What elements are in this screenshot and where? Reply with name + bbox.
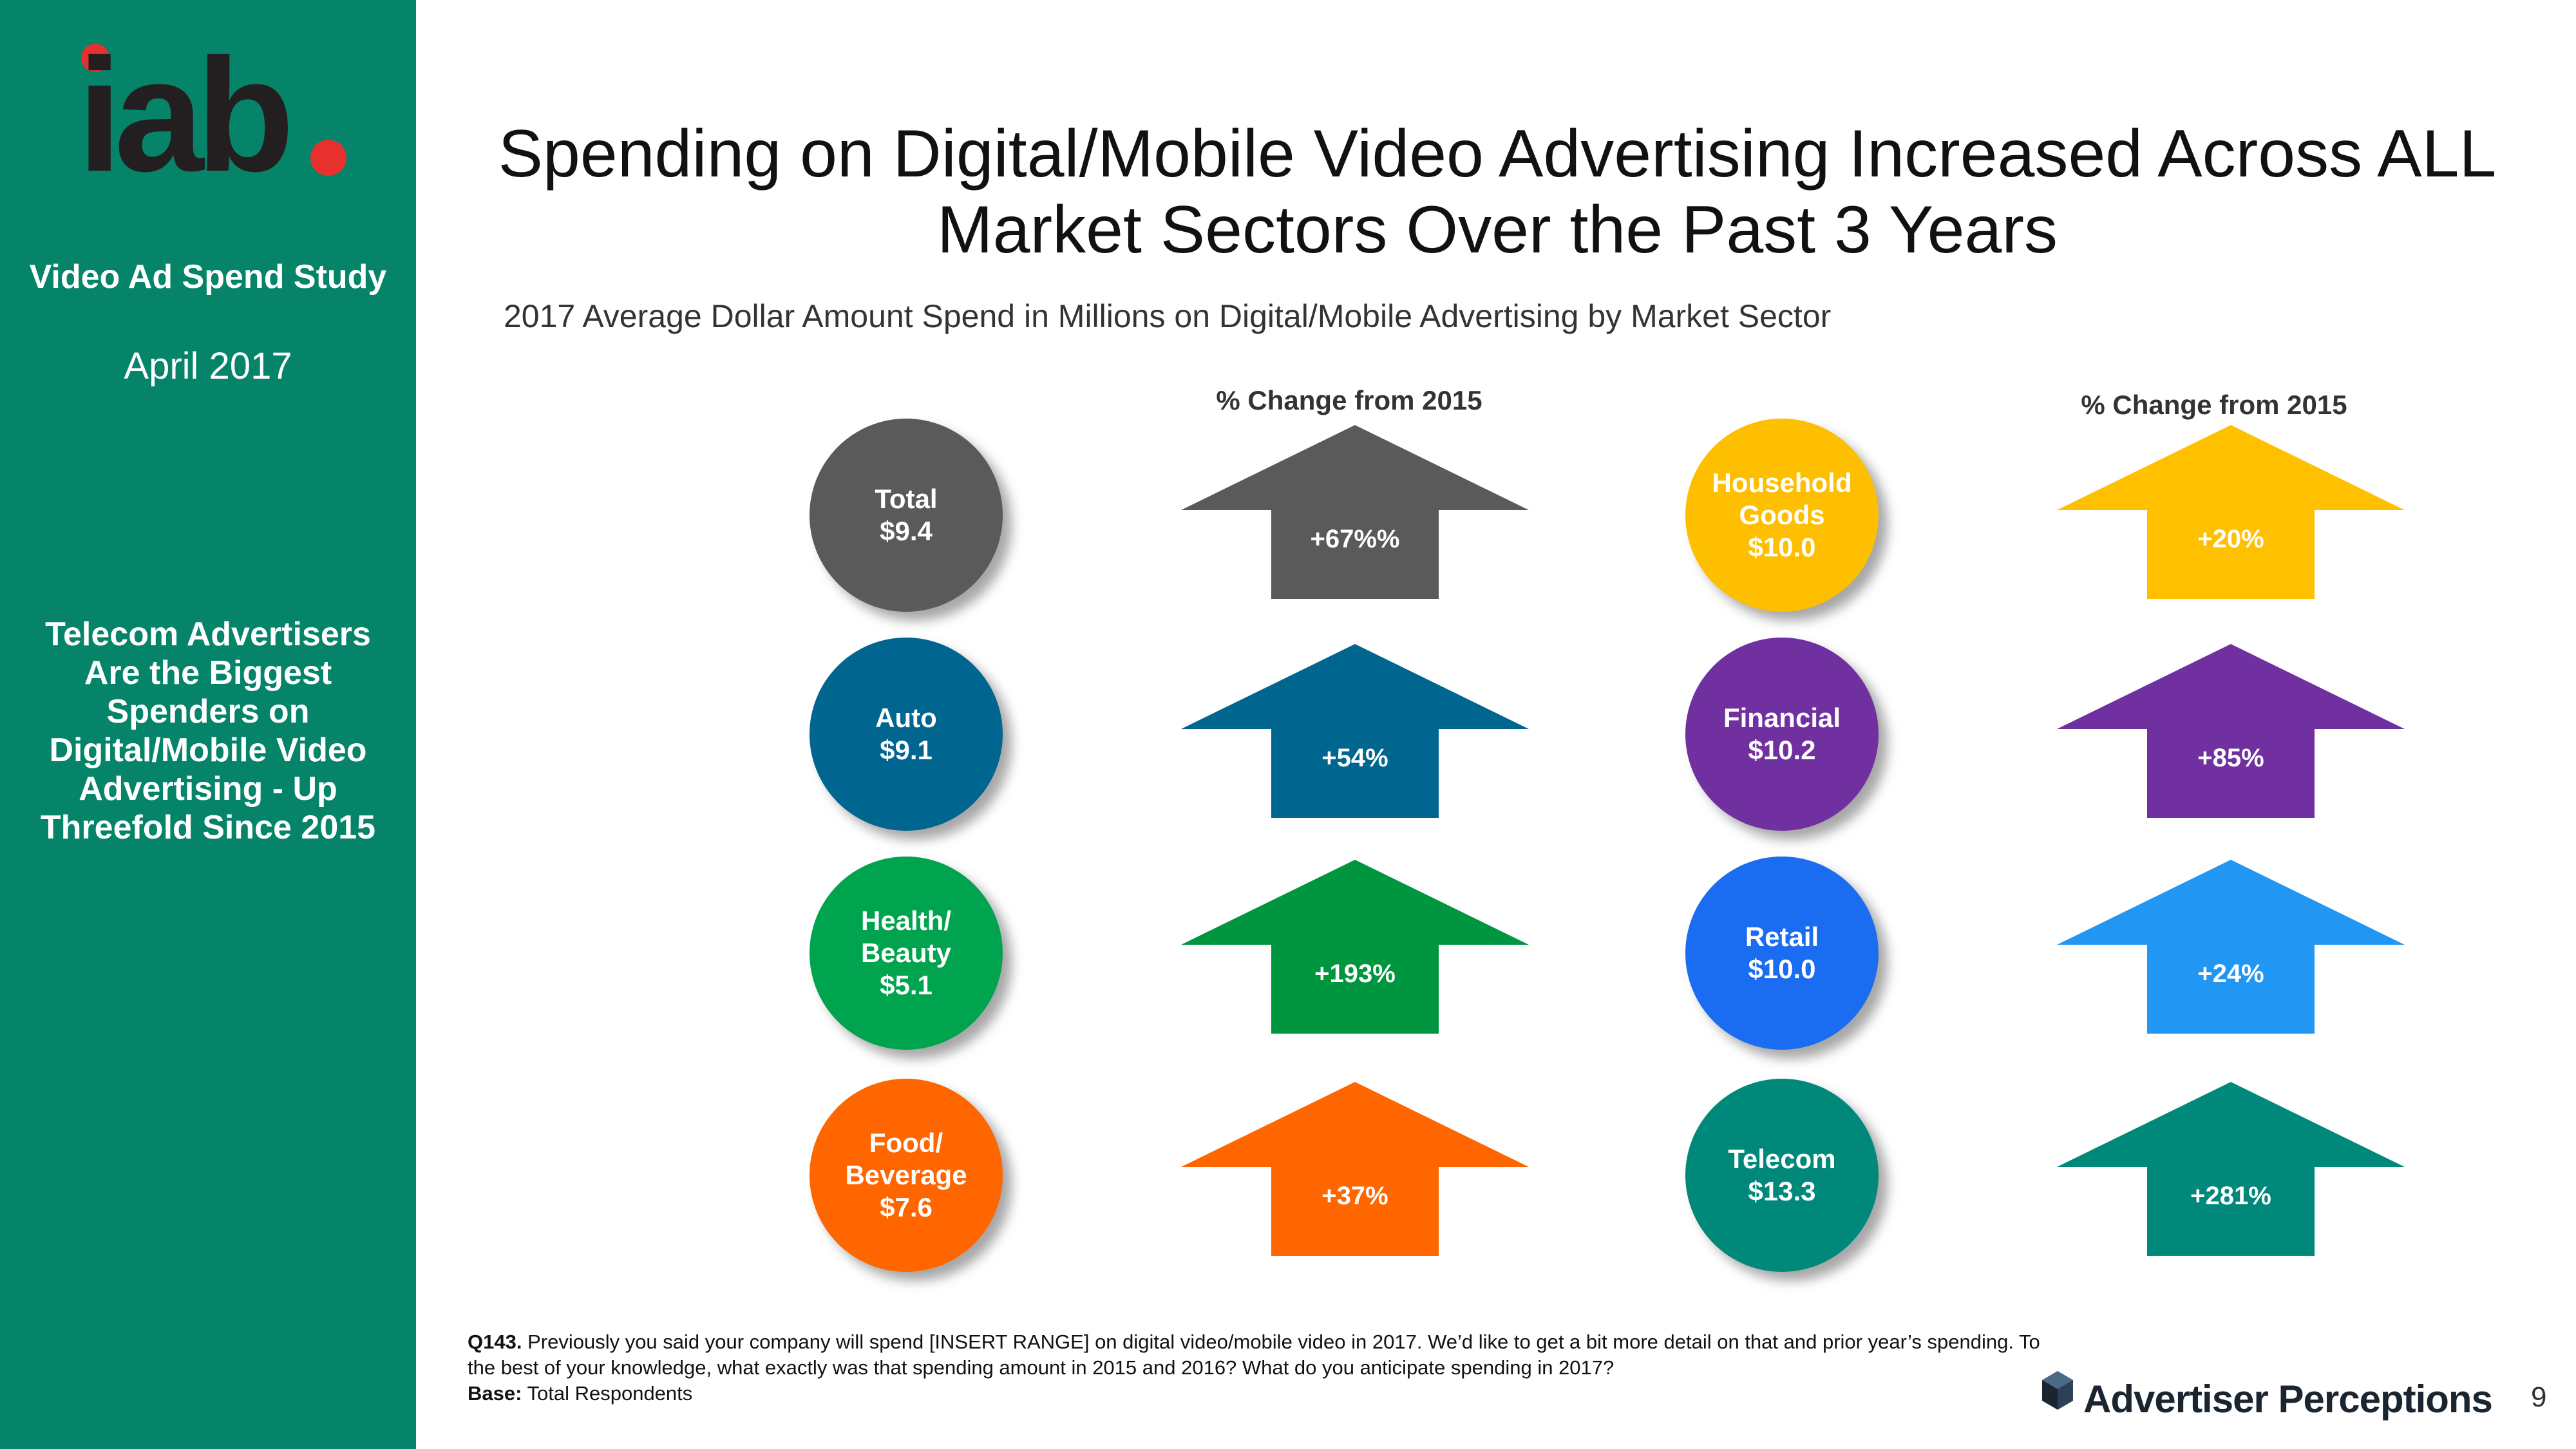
change-header-right: % Change from 2015 — [2081, 390, 2347, 420]
brand-name: Advertiser Perceptions — [2083, 1378, 2493, 1421]
change-label-7: +24% — [2197, 960, 2264, 988]
change-arrow-4: +37% — [1181, 1082, 1529, 1262]
change-arrow-7: +24% — [2057, 860, 2405, 1040]
change-label-5: +20% — [2197, 525, 2264, 553]
key-takeaway: Telecom Advertisers Are the Biggest Spen… — [40, 616, 376, 846]
up-arrow-icon — [2057, 644, 2405, 818]
change-arrow-5: +20% — [2057, 425, 2405, 605]
change-label-4: +37% — [1321, 1182, 1388, 1210]
change-label-3: +193% — [1314, 960, 1396, 988]
change-label-2: +54% — [1321, 744, 1388, 772]
change-label-6: +85% — [2197, 744, 2264, 772]
slide-title: Spending on Digital/Mobile Video Adverti… — [498, 117, 2497, 267]
up-arrow-icon — [1181, 644, 1529, 818]
footnote: Q143. Previously you said your company w… — [468, 1329, 2052, 1406]
change-label-1: +67%% — [1310, 525, 1400, 553]
iab-logo: iab — [77, 35, 346, 190]
change-arrow-3: +193% — [1181, 860, 1529, 1040]
sector-circle-2: Auto $9.1 — [810, 638, 1003, 831]
up-arrow-icon — [1181, 425, 1529, 599]
svg-text:iab: iab — [77, 35, 288, 190]
sector-circle-3: Health/ Beauty $5.1 — [810, 857, 1003, 1050]
sector-label-1: Total $9.4 — [875, 484, 938, 546]
sector-label-2: Auto $9.1 — [875, 703, 937, 765]
sector-label-3: Health/ Beauty $5.1 — [860, 905, 952, 1000]
sector-label-7: Retail $10.0 — [1745, 922, 1819, 984]
up-arrow-icon — [1181, 1082, 1529, 1256]
page-number: 9 — [2531, 1381, 2547, 1413]
up-arrow-icon — [2057, 860, 2405, 1034]
sector-circle-6: Financial $10.2 — [1685, 638, 1879, 831]
up-arrow-icon — [1181, 860, 1529, 1034]
change-arrow-8: +281% — [2057, 1082, 2405, 1262]
sector-circle-4: Food/ Beverage $7.6 — [810, 1079, 1003, 1272]
change-header-left: % Change from 2015 — [1216, 385, 1482, 415]
sidebar: iab Video Ad Spend Study April 2017 Tele… — [0, 0, 416, 1449]
question-label: Q143. — [468, 1331, 522, 1353]
base-label: Base: — [468, 1382, 522, 1405]
sector-circle-7: Retail $10.0 — [1685, 857, 1879, 1050]
sector-circle-1: Total $9.4 — [810, 419, 1003, 612]
sector-label-5: Household Goods $10.0 — [1712, 468, 1852, 562]
sector-label-6: Financial $10.2 — [1723, 703, 1841, 765]
sector-circle-5: Household Goods $10.0 — [1685, 419, 1879, 612]
chart-subtitle: 2017 Average Dollar Amount Spend in Mill… — [504, 298, 1832, 334]
advertiser-perceptions-logo-icon — [2042, 1371, 2073, 1410]
study-date: April 2017 — [124, 345, 292, 387]
study-name: Video Ad Spend Study — [29, 258, 387, 296]
sector-circle-8: Telecom $13.3 — [1685, 1079, 1879, 1272]
up-arrow-icon — [2057, 425, 2405, 599]
base-text: Total Respondents — [527, 1382, 693, 1405]
change-arrow-6: +85% — [2057, 644, 2405, 824]
change-arrow-2: +54% — [1181, 644, 1529, 824]
change-arrow-1: +67%% — [1181, 425, 1529, 605]
question-text: Previously you said your company will sp… — [468, 1331, 2040, 1379]
change-label-8: +281% — [2190, 1182, 2271, 1210]
sector-label-8: Telecom $13.3 — [1728, 1144, 1836, 1206]
up-arrow-icon — [2057, 1082, 2405, 1256]
sector-label-4: Food/ Beverage $7.6 — [845, 1128, 967, 1222]
